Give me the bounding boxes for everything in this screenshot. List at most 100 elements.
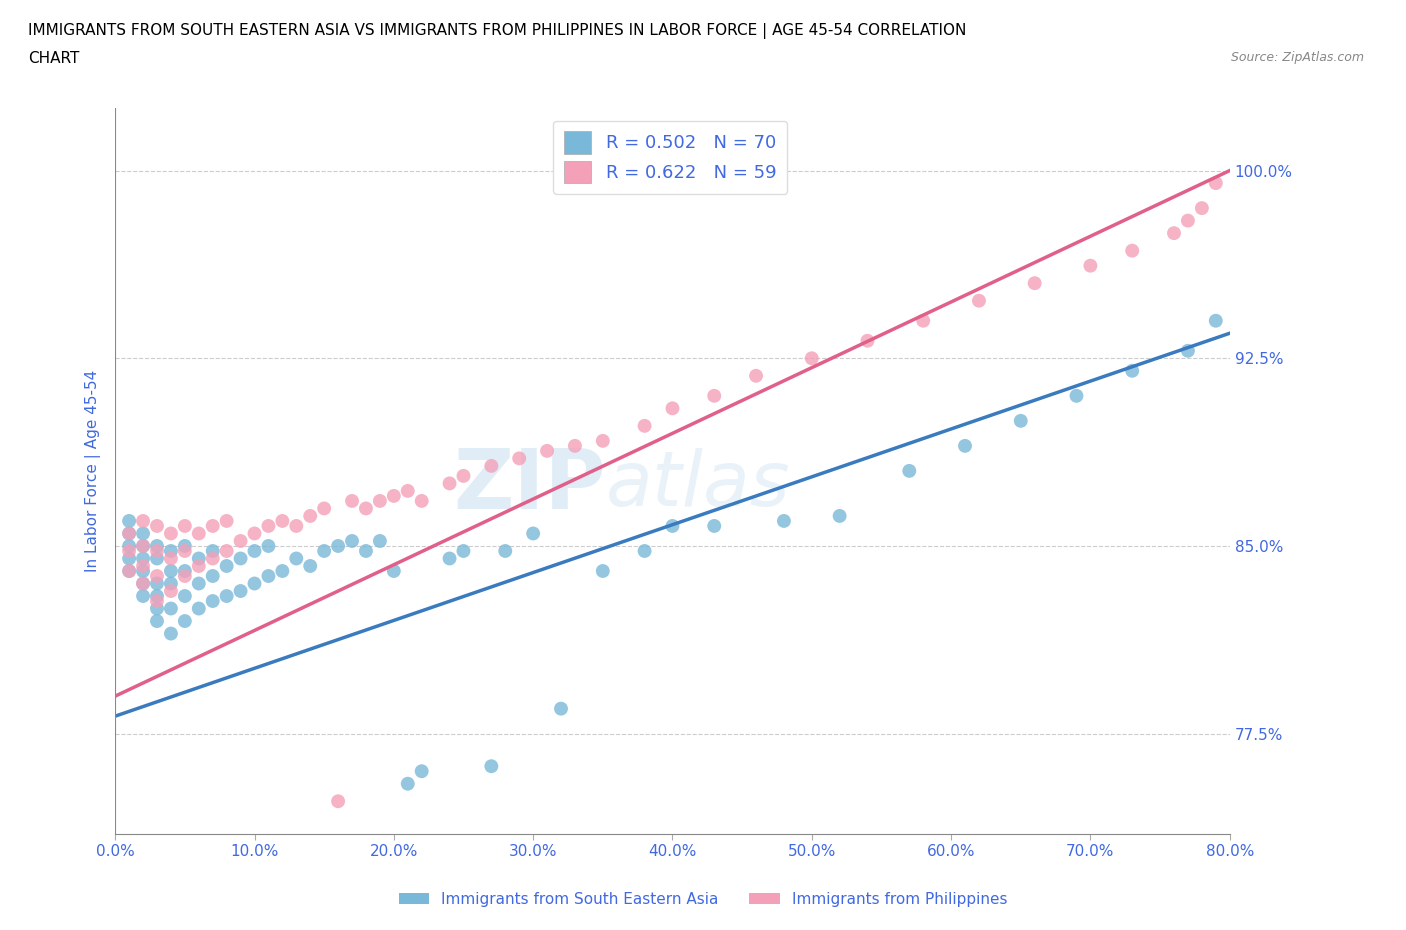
Point (592, 564, 614, 578)
Point (340, 534, 363, 549)
Point (132, 559, 155, 574)
Point (201, 551, 224, 566)
Point (146, 589, 169, 604)
Point (146, 568, 169, 583)
Point (439, 551, 461, 566)
Point (132, 589, 155, 604)
Point (173, 614, 195, 629)
Point (146, 576, 169, 591)
Point (215, 513, 238, 528)
Point (800, 351, 823, 365)
Point (354, 501, 377, 516)
Point (187, 601, 209, 616)
Point (201, 543, 224, 558)
Text: IMMIGRANTS FROM SOUTH EASTERN ASIA VS IMMIGRANTS FROM PHILIPPINES IN LABOR FORCE: IMMIGRANTS FROM SOUTH EASTERN ASIA VS IM… (28, 23, 966, 39)
Point (257, 519, 280, 534)
Point (118, 564, 141, 578)
Point (898, 463, 921, 478)
Point (160, 626, 183, 641)
Point (314, 543, 336, 558)
Point (160, 543, 183, 558)
Point (1121, 244, 1143, 259)
Point (160, 584, 183, 599)
Point (132, 538, 155, 553)
Point (773, 513, 796, 528)
Point (1205, 313, 1227, 328)
Point (382, 488, 405, 503)
Point (146, 614, 169, 629)
Point (146, 519, 169, 534)
Point (187, 559, 209, 574)
Point (132, 513, 155, 528)
Point (229, 534, 252, 549)
Point (453, 469, 475, 484)
Point (201, 519, 224, 534)
Point (828, 509, 851, 524)
Point (271, 564, 294, 578)
Point (536, 444, 558, 458)
Point (411, 494, 433, 509)
Point (173, 589, 195, 604)
Point (160, 564, 183, 578)
Point (118, 551, 141, 566)
Y-axis label: In Labor Force | Age 45-54: In Labor Force | Age 45-54 (86, 370, 101, 572)
Point (285, 551, 308, 566)
Point (354, 543, 377, 558)
Point (703, 389, 725, 404)
Point (118, 526, 141, 541)
Point (271, 513, 294, 528)
Point (257, 568, 280, 583)
Point (118, 538, 141, 553)
Point (243, 526, 266, 541)
Point (187, 526, 209, 541)
Point (132, 551, 155, 566)
Point (633, 418, 655, 433)
Point (160, 526, 183, 541)
Point (146, 551, 169, 566)
Point (132, 576, 155, 591)
Legend: Immigrants from South Eastern Asia, Immigrants from Philippines: Immigrants from South Eastern Asia, Immi… (392, 886, 1014, 913)
Point (1024, 276, 1046, 291)
Point (326, 794, 349, 809)
Point (132, 576, 155, 591)
Point (160, 601, 183, 616)
Point (479, 458, 502, 473)
Point (257, 538, 280, 553)
Point (1191, 201, 1213, 216)
Point (479, 759, 502, 774)
Point (118, 543, 141, 558)
Legend: R = 0.502   N = 70, R = 0.622   N = 59: R = 0.502 N = 70, R = 0.622 N = 59 (554, 121, 787, 193)
Point (1177, 343, 1199, 358)
Point (314, 501, 336, 516)
Point (132, 564, 155, 578)
Point (326, 538, 349, 553)
Point (703, 519, 725, 534)
Point (160, 576, 183, 591)
Point (118, 513, 141, 528)
Point (382, 564, 405, 578)
Point (243, 576, 266, 591)
Point (1066, 389, 1088, 404)
Point (215, 589, 238, 604)
Text: atlas: atlas (606, 448, 790, 523)
Point (285, 519, 308, 534)
Point (187, 576, 209, 591)
Point (411, 764, 433, 778)
Point (368, 494, 391, 509)
Point (118, 526, 141, 541)
Point (396, 777, 419, 791)
Point (1163, 226, 1185, 241)
Point (132, 526, 155, 541)
Point (132, 538, 155, 553)
Point (229, 584, 252, 599)
Point (160, 551, 183, 566)
Point (953, 438, 976, 453)
Point (661, 519, 683, 534)
Point (912, 313, 935, 328)
Point (1080, 259, 1102, 273)
Point (201, 568, 224, 583)
Point (1177, 213, 1199, 228)
Point (453, 543, 475, 558)
Point (439, 476, 461, 491)
Point (633, 543, 655, 558)
